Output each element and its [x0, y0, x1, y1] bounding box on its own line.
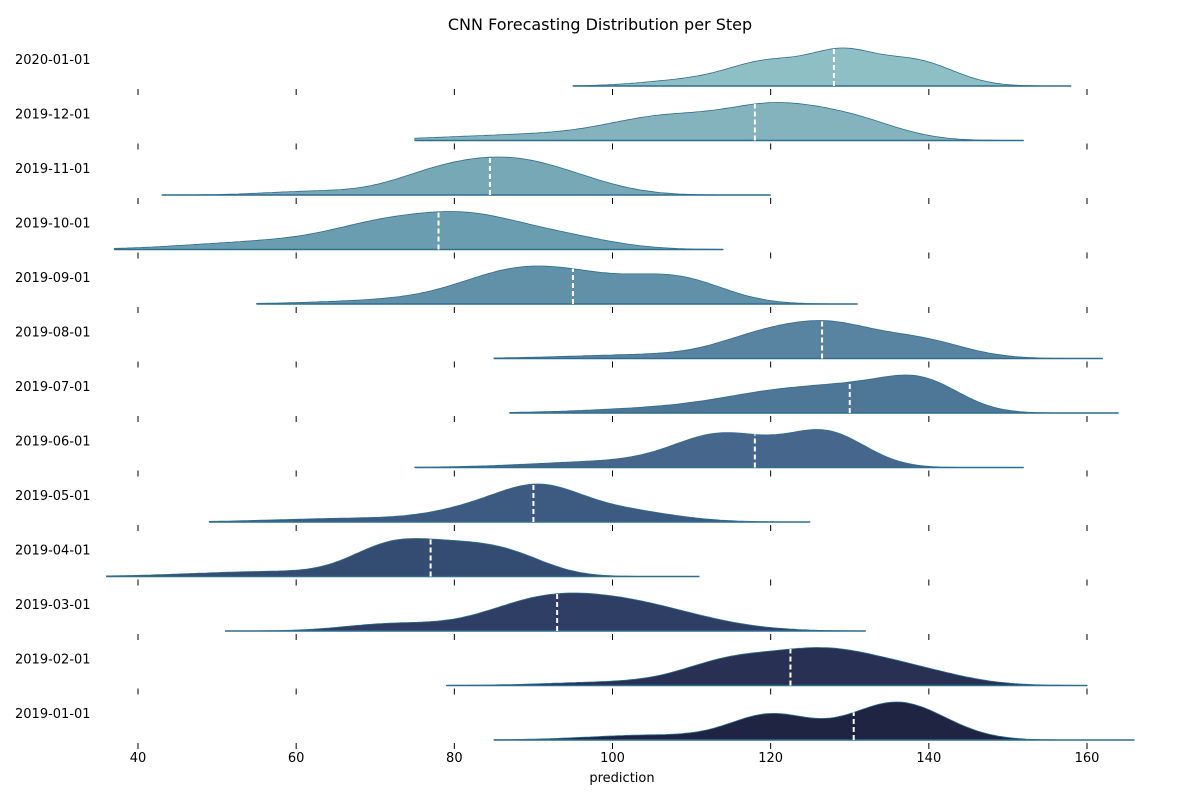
density-area	[225, 592, 866, 632]
row-label: 2019-10-01	[15, 217, 91, 232]
ridge-row: 2020-01-01	[15, 47, 1088, 95]
x-tick-label: 160	[1075, 751, 1100, 766]
density-area	[446, 647, 1088, 686]
density-area	[414, 429, 1024, 468]
ridge-row: 2019-05-01	[15, 483, 1088, 531]
row-label: 2019-07-01	[15, 380, 91, 395]
ridge-row: 2019-01-01	[15, 701, 1135, 749]
ridge-row: 2019-08-01	[15, 320, 1103, 368]
ridge-row: 2019-04-01	[15, 538, 1088, 586]
ridge-row: 2019-09-01	[15, 265, 1088, 313]
density-area	[572, 47, 1072, 87]
ridge-row: 2019-03-01	[15, 592, 1088, 640]
row-label: 2019-12-01	[15, 108, 91, 123]
ridge-row: 2019-12-01	[15, 102, 1088, 150]
density-area	[161, 156, 771, 196]
ridge-row: 2019-10-01	[15, 211, 1088, 259]
density-area	[509, 374, 1119, 414]
x-tick-label: 60	[288, 751, 305, 766]
row-label: 2019-01-01	[15, 707, 91, 722]
row-label: 2019-09-01	[15, 271, 91, 286]
density-area	[414, 102, 1024, 141]
ridge-row: 2019-11-01	[15, 156, 1088, 204]
density-area	[106, 538, 700, 577]
x-tick-label: 100	[600, 751, 625, 766]
row-label: 2019-06-01	[15, 435, 91, 450]
x-tick-label: 140	[916, 751, 941, 766]
density-area	[256, 265, 858, 305]
density-area	[208, 483, 811, 523]
density-area	[113, 211, 724, 250]
x-axis-ticks: 40 60 80 100 120 140 160	[130, 751, 1100, 766]
density-area	[493, 701, 1135, 741]
row-label: 2019-05-01	[15, 489, 91, 504]
row-label: 2019-04-01	[15, 544, 91, 559]
chart-title: CNN Forecasting Distribution per Step	[448, 15, 752, 34]
x-tick-label: 80	[446, 751, 463, 766]
ridge-row: 2019-07-01	[15, 374, 1119, 422]
ridge-rows: 2020-01-01 2019-12-01 2019-11-01 2019-10-01…	[15, 47, 1135, 749]
ridge-row: 2019-06-01	[15, 429, 1088, 477]
row-label: 2020-01-01	[15, 53, 91, 68]
row-label: 2019-02-01	[15, 653, 91, 668]
x-tick-label: 40	[130, 751, 147, 766]
density-area	[493, 320, 1103, 359]
row-label: 2019-03-01	[15, 598, 91, 613]
row-label: 2019-11-01	[15, 162, 91, 177]
x-tick-label: 120	[758, 751, 783, 766]
ridge-row: 2019-02-01	[15, 647, 1088, 695]
row-label: 2019-08-01	[15, 326, 91, 341]
x-axis-label: prediction	[589, 771, 654, 786]
